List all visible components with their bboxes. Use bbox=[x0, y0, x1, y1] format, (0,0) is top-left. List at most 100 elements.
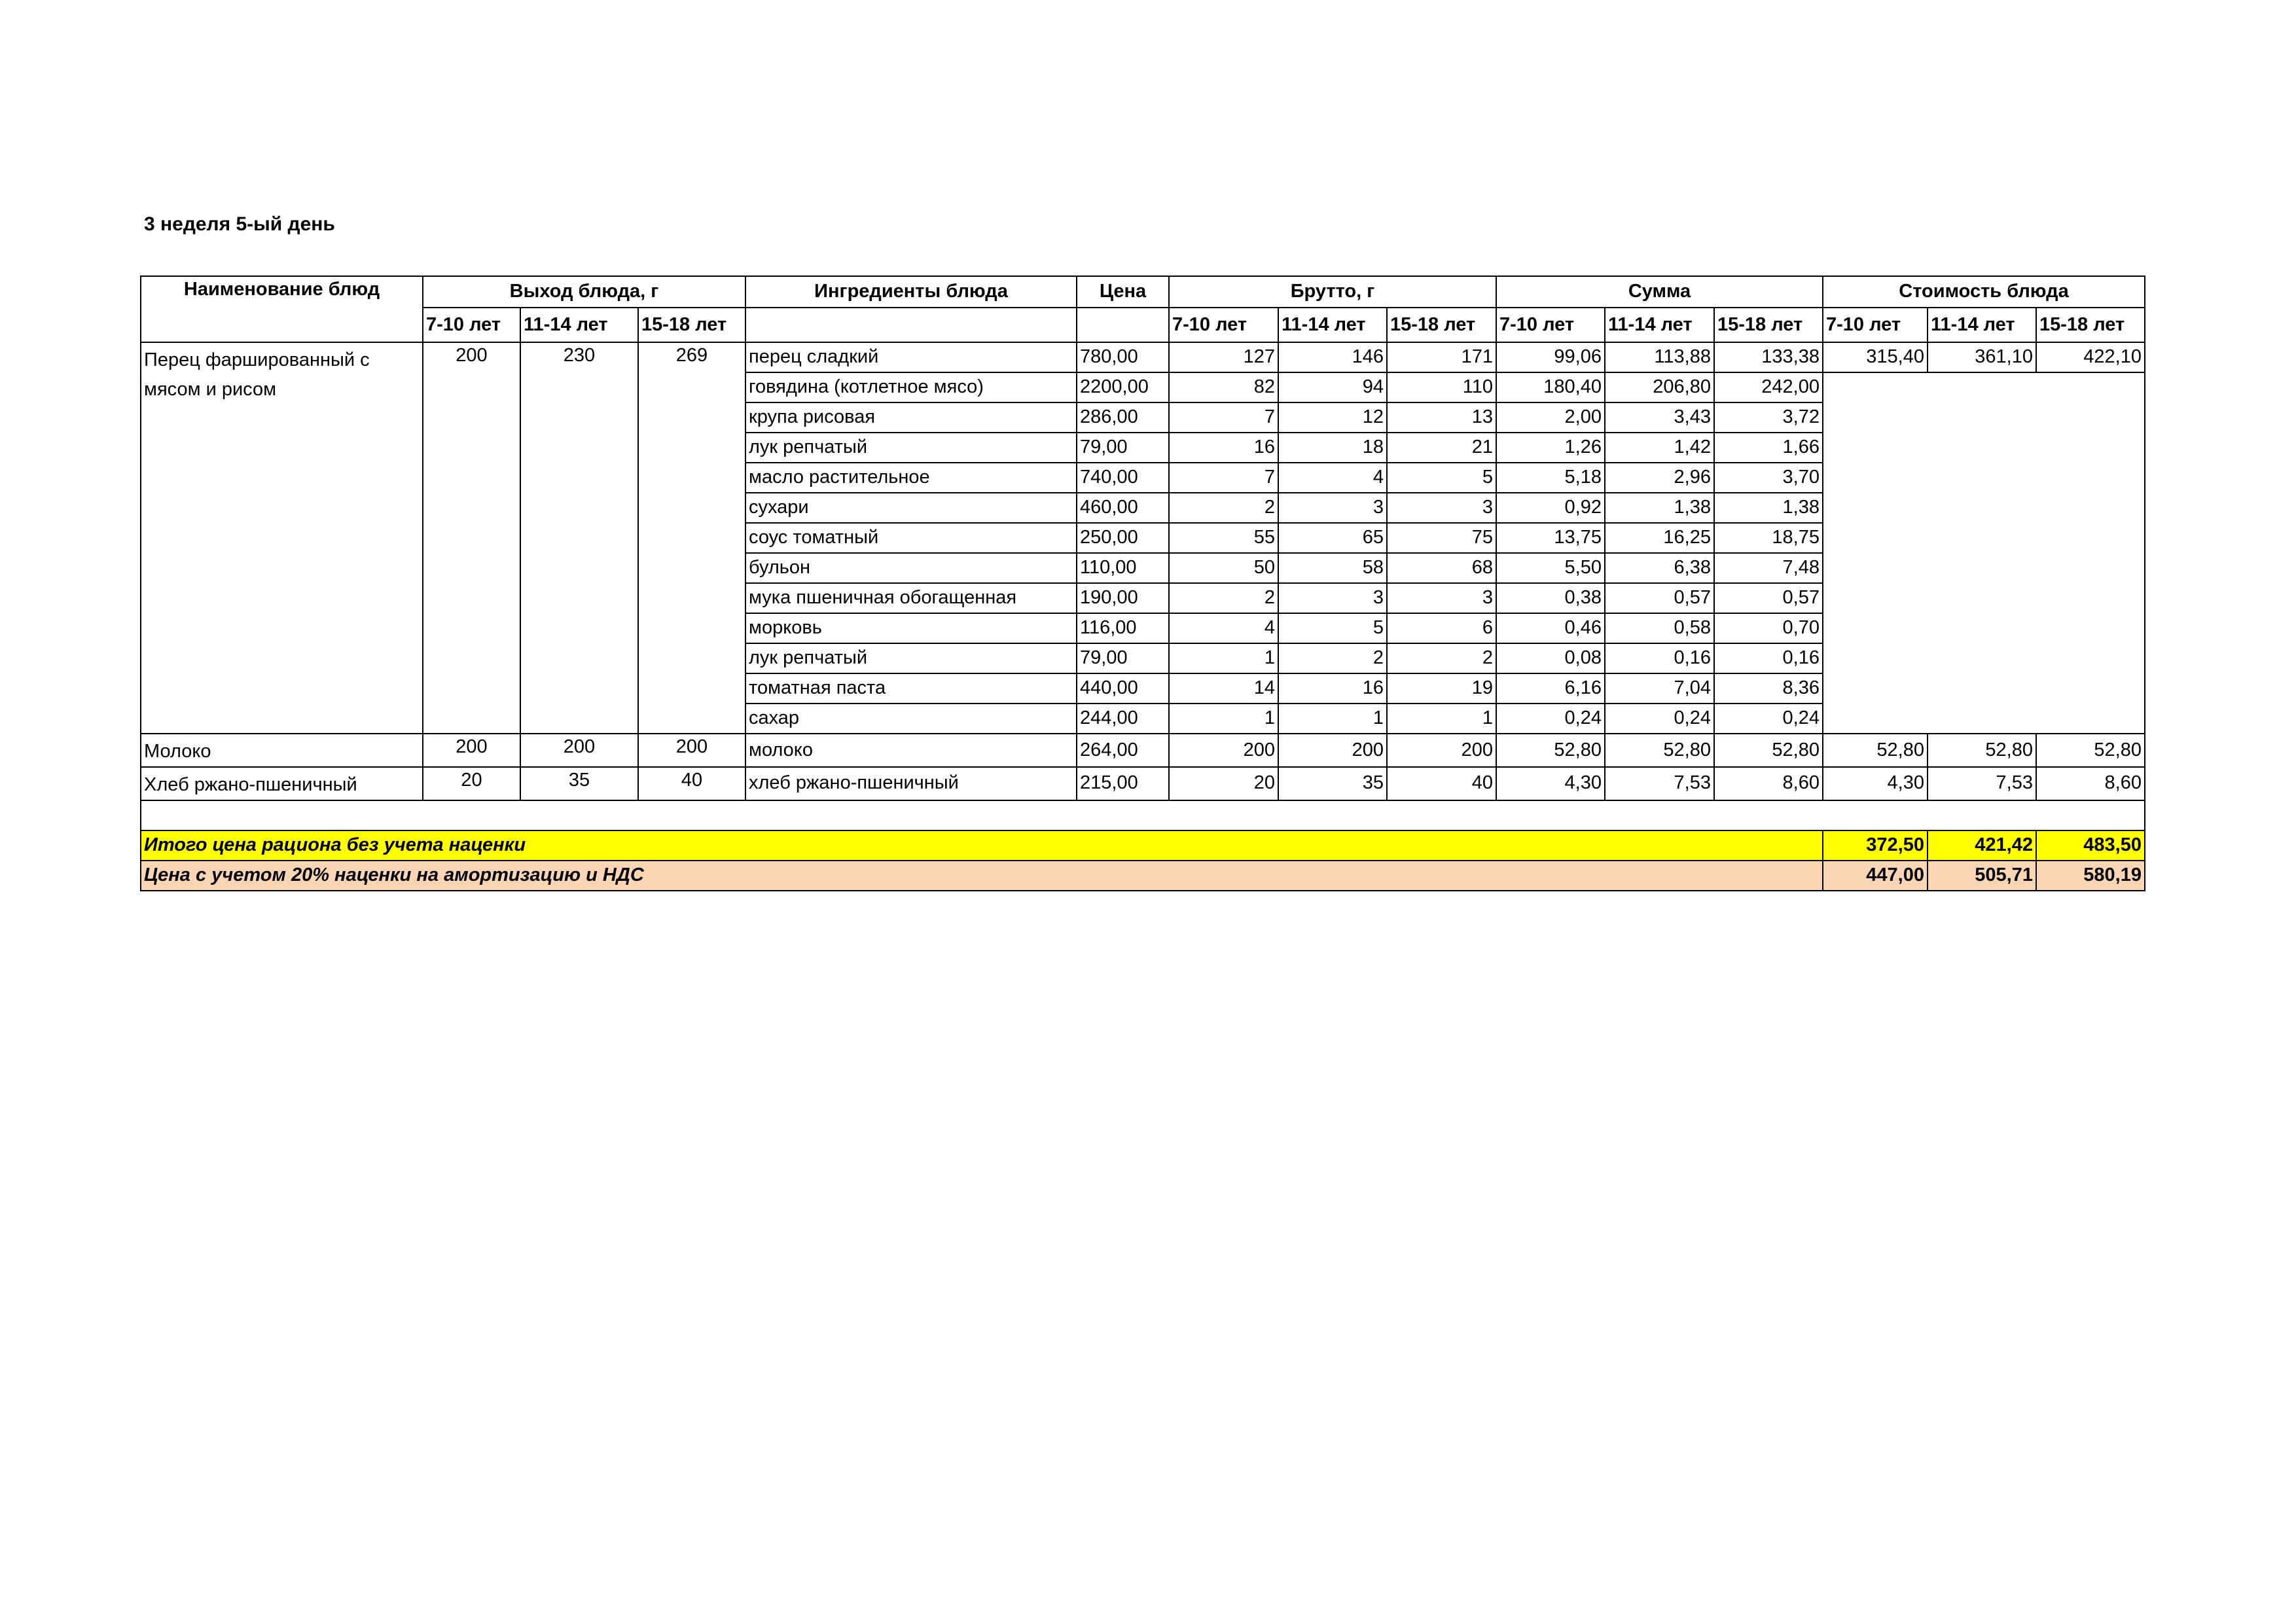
ingredient-price: 264,00 bbox=[1076, 733, 1170, 768]
header-sum-age: 11-14 лет bbox=[1604, 307, 1715, 343]
ingredient-name: томатная паста bbox=[745, 673, 1077, 704]
total-value: 505,71 bbox=[1927, 859, 2037, 891]
ingredient-sum: 0,58 bbox=[1604, 613, 1715, 644]
ingredient-name: мука пшеничная обогащенная bbox=[745, 582, 1077, 614]
dish-cost: 422,10 bbox=[2036, 342, 2145, 373]
ingredient-gross: 200 bbox=[1386, 733, 1497, 768]
ingredient-gross: 94 bbox=[1278, 372, 1388, 403]
dish-yield: 200 bbox=[422, 342, 521, 734]
header-ingredients-blank bbox=[745, 307, 1077, 343]
ingredient-sum: 16,25 bbox=[1604, 522, 1715, 554]
ingredient-sum: 0,70 bbox=[1713, 613, 1823, 644]
total-value: 483,50 bbox=[2036, 829, 2145, 861]
ingredient-sum: 2,00 bbox=[1496, 402, 1605, 433]
ingredient-sum: 7,04 bbox=[1604, 673, 1715, 704]
ingredient-sum: 3,43 bbox=[1604, 402, 1715, 433]
ingredient-gross: 50 bbox=[1168, 552, 1279, 584]
ingredient-gross: 110 bbox=[1386, 372, 1497, 403]
ingredient-sum: 0,24 bbox=[1713, 703, 1823, 734]
ingredient-sum: 0,57 bbox=[1604, 582, 1715, 614]
ingredient-sum: 6,38 bbox=[1604, 552, 1715, 584]
table-row: соус томатный 250,00 55 65 75 13,75 16,25 18,75 bbox=[141, 522, 2145, 554]
header-dish: Наименование блюд bbox=[140, 276, 423, 343]
table-row: лук репчатый 79,00 1 2 2 0,08 0,16 0,16 bbox=[141, 643, 2145, 674]
ingredient-gross: 200 bbox=[1168, 733, 1279, 768]
sheet-title: 3 неделя 5-ый день bbox=[144, 213, 335, 235]
ingredient-sum: 18,75 bbox=[1713, 522, 1823, 554]
header-sum-age: 7-10 лет bbox=[1496, 307, 1605, 343]
ingredient-name: говядина (котлетное мясо) bbox=[745, 372, 1077, 403]
dish-cost: 4,30 bbox=[1822, 766, 1928, 801]
ingredient-gross: 200 bbox=[1278, 733, 1388, 768]
ingredient-gross: 55 bbox=[1168, 522, 1279, 554]
ingredient-gross: 20 bbox=[1168, 766, 1279, 801]
ingredient-price: 440,00 bbox=[1076, 673, 1170, 704]
ingredient-sum: 1,38 bbox=[1713, 492, 1823, 524]
table-row: сухари 460,00 2 3 3 0,92 1,38 1,38 bbox=[141, 492, 2145, 524]
ingredient-gross: 7 bbox=[1168, 402, 1279, 433]
dish-cost: 361,10 bbox=[1927, 342, 2037, 373]
ingredient-name: сахар bbox=[745, 703, 1077, 734]
dish-yield: 230 bbox=[520, 342, 639, 734]
menu-cost-table: Наименование блюд Выход блюда, г Ингреди… bbox=[140, 276, 2145, 891]
header-gross-age: 15-18 лет bbox=[1386, 307, 1497, 343]
table-row: Хлеб ржано-пшеничный 20 35 40 хлеб ржано-пше… bbox=[140, 766, 2145, 801]
table-row: говядина (котлетное мясо) 2200,00 82 94 110 1… bbox=[141, 372, 2145, 734]
header-gross-age: 7-10 лет bbox=[1168, 307, 1279, 343]
ingredient-price: 110,00 bbox=[1076, 552, 1170, 584]
table-row: крупа рисовая 286,00 7 12 13 2,00 3,43 3,72 bbox=[141, 402, 2145, 433]
ingredient-gross: 35 bbox=[1278, 766, 1388, 801]
dish-yield: 200 bbox=[520, 733, 639, 768]
header-price: Цена bbox=[1076, 276, 1170, 308]
ingredient-sum: 1,26 bbox=[1496, 432, 1605, 463]
ingredient-sum: 242,00 bbox=[1713, 372, 1823, 403]
dish-name: Перец фаршированный с мясом и рисом bbox=[140, 342, 423, 734]
dish-yield: 200 bbox=[637, 733, 746, 768]
ingredient-gross: 7 bbox=[1168, 462, 1279, 493]
ingredient-price: 460,00 bbox=[1076, 492, 1170, 524]
ingredient-sum: 0,38 bbox=[1496, 582, 1605, 614]
ingredient-sum: 133,38 bbox=[1713, 342, 1823, 373]
ingredient-gross: 3 bbox=[1278, 582, 1388, 614]
ingredient-price: 215,00 bbox=[1076, 766, 1170, 801]
table-row: Перец фаршированный с мясом и рисом 200 23… bbox=[140, 342, 2145, 734]
header-gross-age: 11-14 лет bbox=[1278, 307, 1388, 343]
ingredient-gross: 58 bbox=[1278, 552, 1388, 584]
ingredient-gross: 21 bbox=[1386, 432, 1497, 463]
dish-name: Молоко bbox=[140, 733, 423, 768]
ingredient-name: молоко bbox=[745, 733, 1077, 768]
ingredient-gross: 1 bbox=[1278, 703, 1388, 734]
ingredient-sum: 52,80 bbox=[1713, 733, 1823, 768]
ingredient-sum: 3,70 bbox=[1713, 462, 1823, 493]
ingredient-gross: 4 bbox=[1168, 613, 1279, 644]
ingredient-price: 286,00 bbox=[1076, 402, 1170, 433]
ingredient-gross: 5 bbox=[1278, 613, 1388, 644]
ingredient-gross: 3 bbox=[1386, 492, 1497, 524]
ingredient-sum: 3,72 bbox=[1713, 402, 1823, 433]
ingredient-sum: 7,48 bbox=[1713, 552, 1823, 584]
header-row-1: Наименование блюд Выход блюда, г Ингреди… bbox=[140, 276, 2145, 343]
header-price-blank bbox=[1076, 307, 1170, 343]
ingredient-sum: 0,08 bbox=[1496, 643, 1605, 674]
table-row: сахар 244,00 1 1 1 0,24 0,24 0,24 bbox=[141, 703, 2145, 734]
ingredient-gross: 14 bbox=[1168, 673, 1279, 704]
dish-yield: 40 bbox=[637, 766, 746, 801]
ingredient-sum: 1,38 bbox=[1604, 492, 1715, 524]
dish-cost: 52,80 bbox=[1822, 733, 1928, 768]
header-cost-age: 7-10 лет bbox=[1822, 307, 1928, 343]
ingredient-sum: 180,40 bbox=[1496, 372, 1605, 403]
ingredient-sum: 2,96 bbox=[1604, 462, 1715, 493]
table-row: бульон 110,00 50 58 68 5,50 6,38 7,48 bbox=[141, 552, 2145, 584]
ingredient-gross: 82 bbox=[1168, 372, 1279, 403]
dish-cost: 315,40 bbox=[1822, 342, 1928, 373]
ingredient-gross: 127 bbox=[1168, 342, 1279, 373]
ingredient-gross: 1 bbox=[1386, 703, 1497, 734]
dish-yield: 200 bbox=[422, 733, 521, 768]
ingredient-gross: 6 bbox=[1386, 613, 1497, 644]
total-value: 580,19 bbox=[2036, 859, 2145, 891]
ingredient-sum: 0,24 bbox=[1496, 703, 1605, 734]
header-yield-age: 7-10 лет bbox=[422, 307, 521, 343]
header-cost-age: 11-14 лет bbox=[1927, 307, 2037, 343]
total-label: Цена с учетом 20% наценки на амортизацию… bbox=[140, 859, 1823, 891]
ingredient-sum: 0,46 bbox=[1496, 613, 1605, 644]
